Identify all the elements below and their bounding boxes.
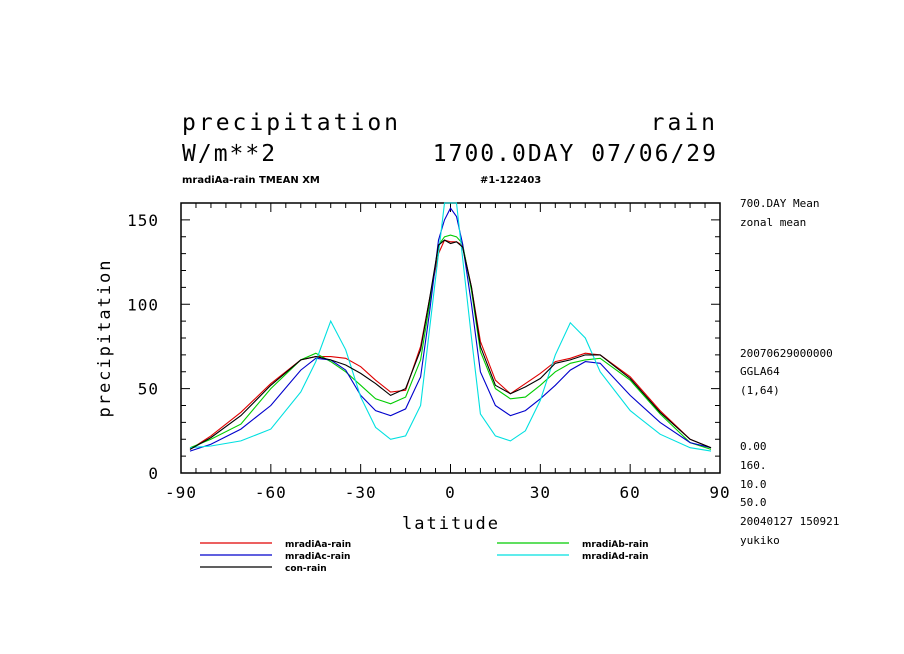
title-variable: precipitation [182,110,401,136]
side-info-created: 20040127 150921 [740,515,839,528]
x-tick-label: -90 [165,483,197,502]
side-info-zonal: zonal mean [740,216,806,229]
x-axis-label: latitude [402,514,500,534]
legend-label: mradiAd-rain [582,552,649,562]
x-tick-label: 30 [530,483,551,502]
legend-label: mradiAa-rain [285,540,351,550]
side-info-min: 0.00 [740,440,767,453]
series-line-con-rain [189,239,712,450]
run-id: #1-122403 [480,175,541,186]
x-tick-label: -60 [255,483,287,502]
y-tick-label: 100 [127,295,159,314]
legend-label: mradiAc-rain [285,552,350,562]
x-tick-label: 60 [620,483,641,502]
side-info-user: yukiko [740,534,780,547]
side-info-grid: GGLA64 [740,365,780,378]
legend-label: mradiAb-rain [582,540,649,550]
title-units: W/m**2 [182,141,277,167]
title-tag: rain [651,110,718,136]
x-tick-label: 90 [709,483,730,502]
legend-label: con-rain [285,564,327,574]
legend: mradiAa-rain mradiAb-rain mradiAc-rain mrad… [200,540,649,574]
series-line-mradiAc-rain [189,207,712,452]
side-info-datetime: 20070629000000 [740,347,833,360]
axis-ticks: -90 -60 -30 0 30 60 90 0 50 100 150 [127,202,730,502]
series-line-mradiAa-rain [189,239,712,450]
x-tick-label: 0 [445,483,456,502]
series-line-mradiAb-rain [189,234,712,450]
side-info-interval: 10.0 [740,478,767,491]
side-info-max: 160. [740,459,767,472]
series-lines [189,202,712,452]
y-tick-label: 50 [138,380,159,399]
y-tick-label: 0 [148,464,159,483]
y-tick-label: 150 [127,211,159,230]
side-info-mean: 700.DAY Mean [740,197,819,210]
title-date: 1700.0DAY 07/06/29 [433,141,718,167]
series-line-mradiAd-rain [189,202,712,452]
subtitle: mradiAa-rain TMEAN XM [182,175,320,186]
side-info-range: (1,64) [740,384,780,397]
x-tick-label: -30 [345,483,377,502]
y-axis-label: precipitation [95,258,115,417]
side-info-unit: 50.0 [740,496,767,509]
